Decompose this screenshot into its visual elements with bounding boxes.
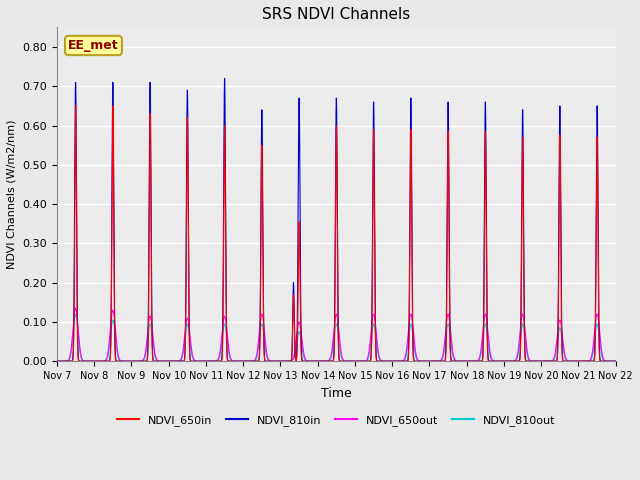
Title: SRS NDVI Channels: SRS NDVI Channels (262, 7, 410, 22)
Text: EE_met: EE_met (68, 39, 119, 52)
Y-axis label: NDVI Channels (W/m2/nm): NDVI Channels (W/m2/nm) (7, 120, 17, 269)
Legend: NDVI_650in, NDVI_810in, NDVI_650out, NDVI_810out: NDVI_650in, NDVI_810in, NDVI_650out, NDV… (113, 410, 560, 430)
X-axis label: Time: Time (321, 386, 352, 399)
